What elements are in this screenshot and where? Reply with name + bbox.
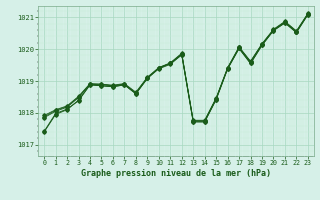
X-axis label: Graphe pression niveau de la mer (hPa): Graphe pression niveau de la mer (hPa) <box>81 169 271 178</box>
